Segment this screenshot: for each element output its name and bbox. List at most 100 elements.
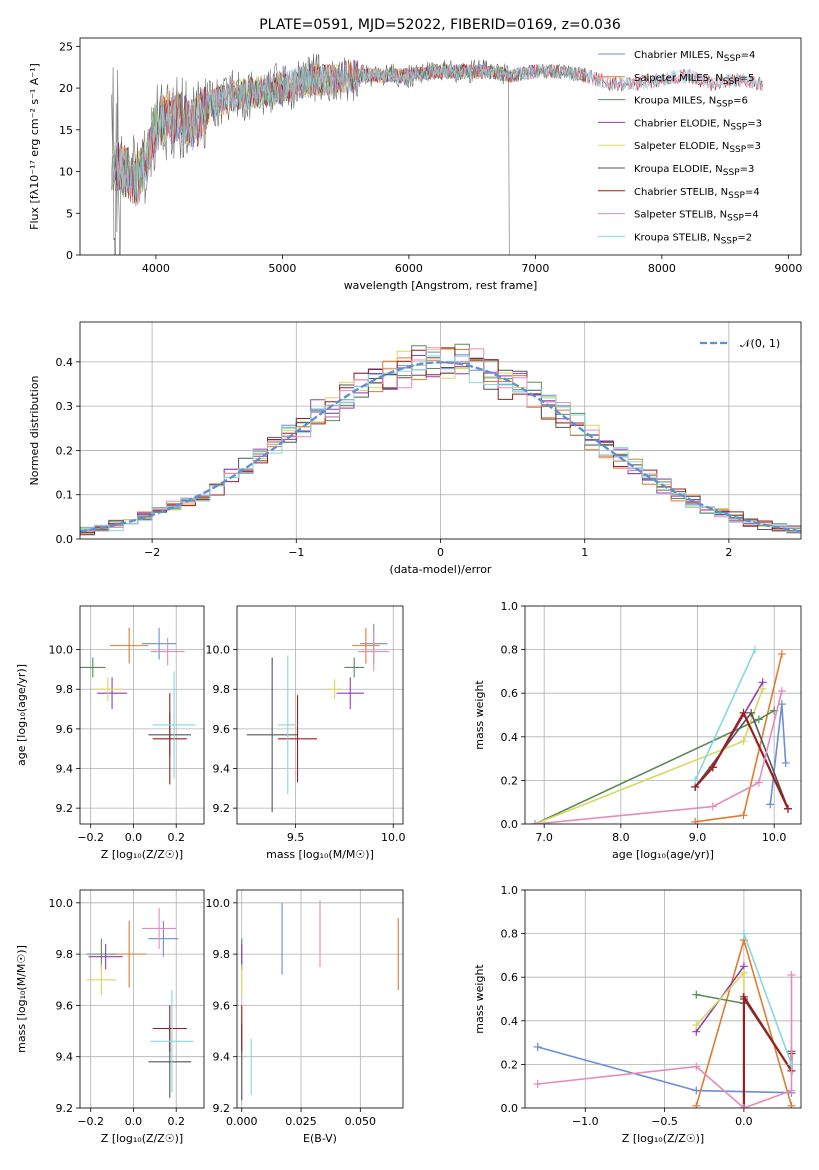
- x-axis-label: Z [log₁₀(Z/Z☉)]: [622, 1132, 704, 1145]
- panel-mass-vs-ebv: 0.000 0.025 0.050 9.2 9.4 9.6 9.8 10.0 E(B-V): [206, 889, 404, 1145]
- y-tick-label: 0.2: [501, 774, 519, 787]
- axes-frame: [79, 605, 205, 825]
- x-tick-label: 0.000: [226, 1115, 258, 1128]
- weight-marker: [691, 817, 700, 824]
- y-tick-label: 0.1: [56, 489, 74, 502]
- weight-marker: [739, 992, 748, 1001]
- legend-name: Salpeter ELODIE, N: [634, 141, 729, 152]
- y-tick-label: 0.0: [501, 818, 519, 831]
- weight-marker: [692, 990, 701, 999]
- weight-marker: [739, 1104, 748, 1108]
- weight-marker: [530, 820, 539, 824]
- weight-line: [534, 690, 783, 824]
- weight-marker: [751, 645, 759, 654]
- y-tick-label: 9.6: [56, 999, 74, 1012]
- weight-marker: [691, 776, 700, 785]
- y-tick-label: 0.2: [56, 444, 74, 457]
- y-tick-label: 9.8: [56, 683, 74, 696]
- x-tick-label: 2: [725, 546, 732, 559]
- axes-frame: [524, 605, 802, 825]
- weight-marker: [739, 968, 748, 977]
- x-tick-label: 9.5: [287, 831, 305, 844]
- axes: 0.000 0.025 0.050 9.2 9.4 9.6 9.8 10.0 E(B-V): [206, 889, 404, 1145]
- y-tick-label: 10.0: [49, 897, 74, 910]
- legend-label: Salpeter MILES, NSSP=5: [634, 73, 754, 87]
- legend-label: Kroupa MILES, NSSP=6: [634, 96, 748, 110]
- x-tick-label: 0.2: [167, 1115, 185, 1128]
- x-tick-label: 9000: [774, 262, 802, 275]
- weight-marker: [739, 708, 748, 717]
- weight-marker: [739, 811, 748, 820]
- x-tick-label: 0: [437, 546, 444, 559]
- x-tick-label: −0.2: [77, 831, 104, 844]
- y-tick-label: 9.2: [213, 802, 231, 815]
- y-tick-label: 25: [59, 40, 73, 53]
- x-tick-label: 0.0: [735, 1115, 753, 1128]
- y-tick-label: 10.0: [206, 644, 231, 657]
- weight-marker: [781, 758, 790, 767]
- legend-name: Kroupa MILES, N: [634, 96, 716, 107]
- axes: −1.0 −0.5 0.0 0.0 0.2 0.4 0.6 0.8 1.0 Z [log₁₀(Z/…: [473, 884, 802, 1145]
- weight-marker: [787, 1101, 796, 1108]
- legend-sub: SSP: [727, 214, 744, 224]
- legend-label: Chabrier MILES, NSSP=4: [634, 50, 755, 64]
- panel-age-vs-mass: 9.5 10.0 9.2 9.4 9.6 9.8 10.0 mass [log₁₀(M/M☉)…: [206, 605, 405, 861]
- y-axis-label: Normed distribution: [28, 376, 41, 486]
- panel-spectrum: 4000 5000 6000 7000 8000 9000 0 5 10 15 20 25 wavele…: [28, 37, 802, 292]
- axes: 4000 5000 6000 7000 8000 9000 0 5 10 15 20 25 wavele…: [28, 37, 802, 292]
- panel-age-vs-Z: −0.2 0.0 0.2 9.2 9.4 9.6 9.8 10.0 Z [log₁₀(Z/Z☉)…: [15, 605, 205, 861]
- legend-suffix: =3: [747, 118, 762, 129]
- weight-marker: [708, 802, 717, 811]
- legend-label: 𝒩(0, 1): [740, 337, 780, 350]
- legend-suffix: =6: [733, 96, 748, 107]
- gaussian-curve: [80, 361, 801, 533]
- y-tick-label: 10.0: [49, 644, 74, 657]
- legend-suffix: =3: [746, 141, 761, 152]
- y-tick-label: 0.8: [501, 928, 519, 941]
- x-tick-label: 9.0: [689, 831, 707, 844]
- y-tick-label: 9.8: [213, 948, 231, 961]
- legend-name: Kroupa ELODIE, N: [634, 164, 723, 175]
- legend-suffix: =5: [740, 73, 755, 84]
- axes: −2 −1 0 1 2 0.0 0.1 0.2 0.3 0.4 (data-model)/error…: [28, 321, 802, 576]
- legend-name: Salpeter MILES, N: [634, 73, 723, 84]
- axes: −0.2 0.0 0.2 9.2 9.4 9.6 9.8 10.0 Z [log₁₀(Z/Z☉)…: [15, 889, 205, 1145]
- legend-name: Kroupa STELIB, N: [634, 232, 721, 243]
- plot-area: [111, 53, 764, 255]
- weight-marker: [787, 971, 796, 980]
- axes-frame: [236, 889, 404, 1109]
- legend-label: Chabrier STELIB, NSSP=4: [634, 187, 760, 201]
- weight-marker: [787, 1086, 796, 1095]
- legend-label: Kroupa STELIB, NSSP=2: [634, 232, 752, 246]
- y-tick-label: 0.8: [501, 644, 519, 657]
- y-tick-label: 20: [59, 82, 73, 95]
- y-tick-label: 0.4: [501, 1015, 519, 1028]
- axes-frame: [236, 605, 404, 825]
- axes: −0.2 0.0 0.2 9.2 9.4 9.6 9.8 10.0 Z [log₁₀(Z/Z☉)…: [15, 605, 205, 861]
- spectrum-series-line: [111, 63, 764, 205]
- legend-sub: SSP: [716, 100, 733, 110]
- y-tick-label: 9.8: [213, 683, 231, 696]
- x-tick-label: 10.0: [762, 831, 787, 844]
- y-axis-label: mass [log₁₀(M/M☉)]: [15, 945, 28, 1053]
- figure-title: PLATE=0591, MJD=52022, FIBERID=0169, z=0…: [259, 17, 621, 33]
- plot-area: [80, 606, 204, 824]
- legend-sub: SSP: [723, 77, 740, 87]
- y-tick-label: 0.0: [501, 1102, 519, 1115]
- x-tick-label: 4000: [142, 262, 170, 275]
- y-tick-label: 0.4: [56, 356, 74, 369]
- x-axis-label: wavelength [Angstrom, rest frame]: [344, 279, 538, 292]
- y-axis-label: mass weight: [473, 680, 486, 750]
- x-tick-label: −1: [288, 546, 304, 559]
- x-axis-label: E(B-V): [303, 1132, 337, 1145]
- weight-marker: [747, 708, 756, 717]
- weight-marker: [758, 684, 767, 693]
- y-tick-label: 9.2: [213, 1102, 231, 1115]
- y-tick-label: 0.4: [501, 731, 519, 744]
- axes: 9.5 10.0 9.2 9.4 9.6 9.8 10.0 mass [log₁₀(M/M☉)…: [206, 605, 405, 861]
- y-tick-label: 10: [59, 166, 73, 179]
- legend-name: Chabrier MILES, N: [634, 50, 724, 61]
- x-tick-label: 0.050: [345, 1115, 377, 1128]
- legend-label: Salpeter STELIB, NSSP=4: [634, 210, 759, 224]
